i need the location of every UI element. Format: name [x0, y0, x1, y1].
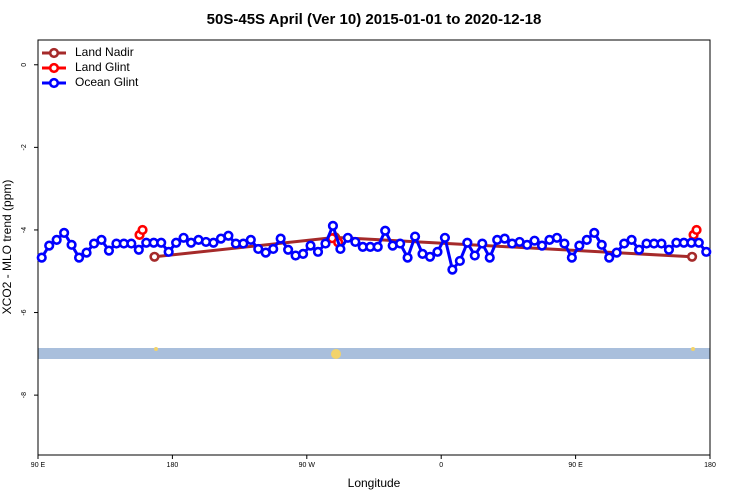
- point: [484, 252, 495, 263]
- point: [477, 238, 488, 249]
- point: [589, 227, 600, 238]
- point: [253, 243, 264, 255]
- point: [73, 252, 85, 263]
- y-tick-label: -2: [21, 144, 28, 150]
- point: [335, 243, 346, 255]
- point: [372, 241, 383, 252]
- point: [268, 243, 279, 255]
- point: [178, 232, 189, 243]
- point: [320, 238, 331, 249]
- point: [88, 238, 100, 249]
- point: [133, 244, 144, 255]
- point: [656, 238, 667, 249]
- point: [223, 230, 234, 241]
- point: [163, 246, 174, 257]
- x-tick-label: 180: [704, 462, 716, 469]
- point: [693, 237, 704, 248]
- point: [686, 251, 698, 262]
- band-spot: [331, 349, 341, 359]
- point: [604, 252, 615, 263]
- point: [424, 251, 436, 262]
- legend-label: Land Glint: [75, 60, 130, 74]
- legend-marker: [48, 47, 60, 59]
- point: [619, 238, 630, 249]
- point: [521, 239, 533, 250]
- x-tick-label: 90 E: [568, 462, 583, 469]
- point: [327, 220, 339, 231]
- point: [559, 238, 570, 249]
- y-tick-label: 0: [21, 63, 28, 67]
- plot-frame: [37, 39, 711, 456]
- point: [51, 234, 62, 245]
- point: [611, 247, 622, 258]
- point: [409, 231, 421, 242]
- point: [432, 246, 443, 257]
- point: [260, 247, 271, 258]
- point: [171, 237, 182, 248]
- point: [312, 246, 324, 257]
- point: [126, 238, 137, 249]
- x-axis-label: Longitude: [348, 476, 401, 490]
- legend-marker: [48, 62, 60, 74]
- point: [663, 244, 675, 255]
- y-tick-label: -4: [21, 227, 28, 233]
- x-tick-label: 90 E: [31, 462, 46, 469]
- point: [447, 264, 458, 275]
- band-spot: [691, 347, 695, 351]
- point: [551, 232, 563, 243]
- point: [81, 247, 92, 258]
- point: [66, 239, 77, 250]
- point: [297, 248, 309, 260]
- point: [149, 251, 160, 262]
- point: [275, 233, 286, 244]
- point: [529, 235, 540, 246]
- point: [137, 224, 148, 236]
- point: [380, 225, 391, 236]
- point: [536, 240, 548, 251]
- point: [208, 237, 219, 248]
- legend-marker: [48, 77, 60, 89]
- point: [305, 240, 316, 251]
- point: [454, 255, 465, 267]
- point: [499, 233, 510, 244]
- point: [439, 232, 451, 243]
- y-tick-label: -6: [21, 309, 28, 315]
- point: [283, 244, 294, 255]
- point: [350, 236, 361, 248]
- point: [395, 238, 406, 249]
- legend-label: Ocean Glint: [75, 75, 139, 89]
- point: [342, 232, 353, 243]
- y-axis-label: XCO2 - MLO trend (ppm): [0, 180, 14, 315]
- point: [574, 240, 585, 251]
- point: [566, 252, 577, 263]
- point: [59, 227, 70, 238]
- point: [103, 245, 115, 256]
- point: [626, 234, 637, 245]
- legend-label: Land Nadir: [75, 45, 134, 59]
- point: [36, 252, 47, 263]
- land-band: [38, 348, 710, 359]
- point: [691, 224, 702, 236]
- point: [402, 252, 413, 263]
- point: [156, 237, 167, 248]
- point: [701, 246, 712, 257]
- point: [469, 250, 480, 261]
- x-tick-label: 0: [439, 462, 443, 469]
- y-tick-label: -8: [21, 392, 28, 398]
- point: [238, 238, 249, 249]
- point: [44, 240, 55, 251]
- point: [581, 234, 592, 245]
- point: [96, 234, 107, 245]
- point: [596, 239, 607, 250]
- x-tick-label: 180: [167, 462, 179, 469]
- point: [462, 237, 473, 248]
- chart-title: 50S-45S April (Ver 10) 2015-01-01 to 202…: [207, 11, 542, 28]
- band-spot: [154, 347, 158, 351]
- x-tick-label: 90 W: [299, 462, 316, 469]
- point: [633, 244, 645, 255]
- point: [245, 234, 256, 245]
